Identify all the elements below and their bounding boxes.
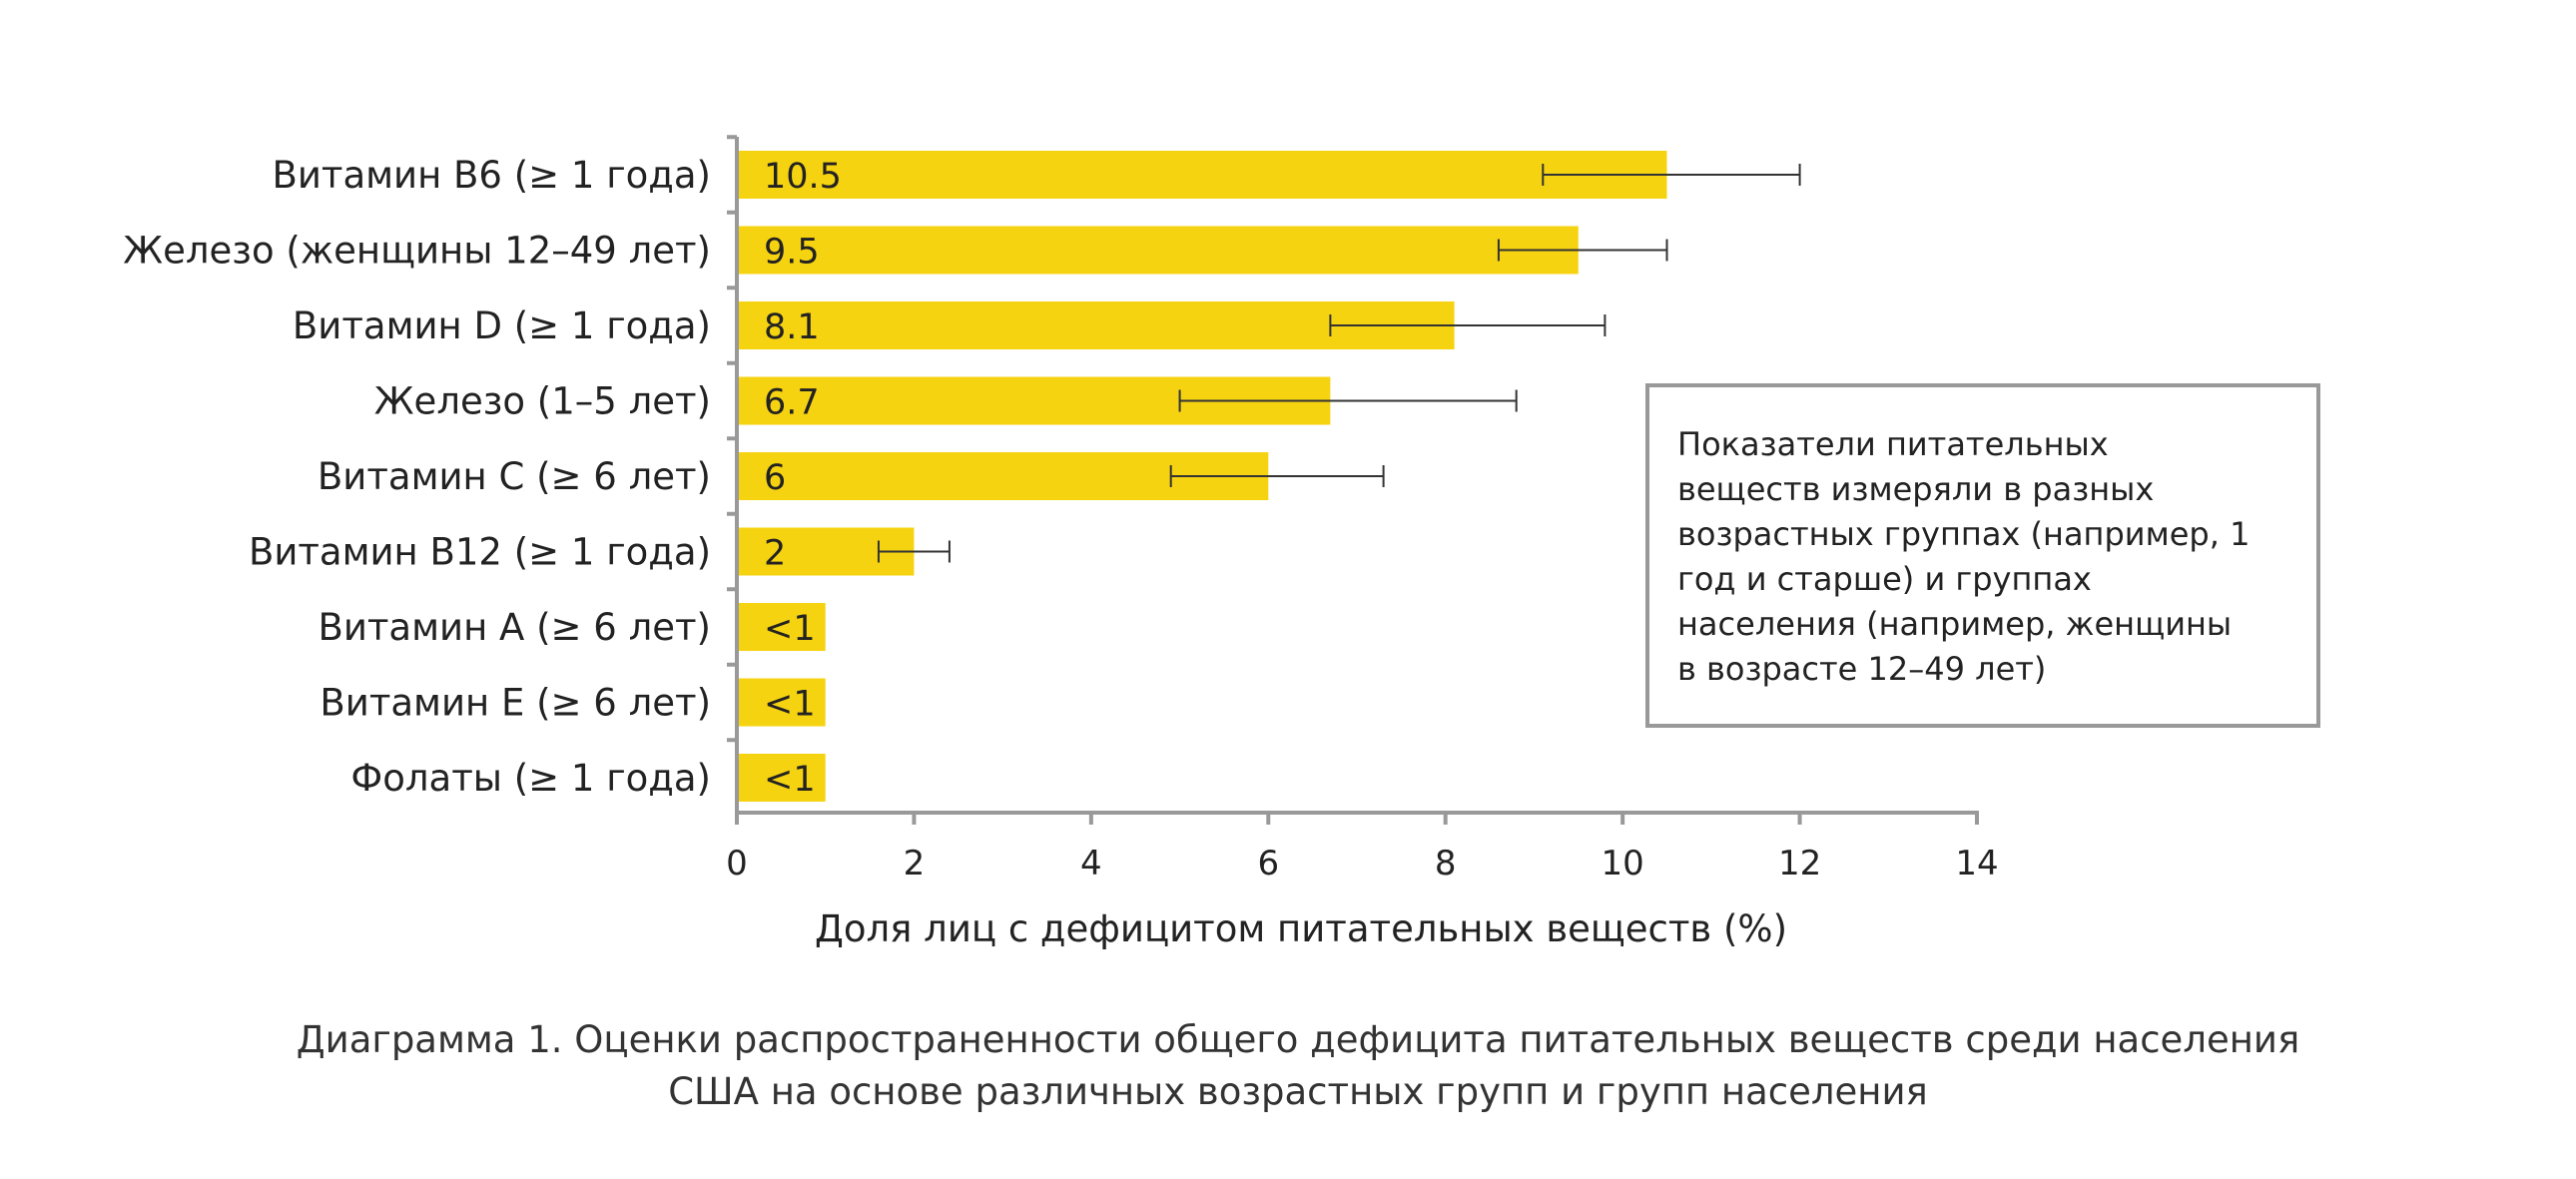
x-tick-label-4: 4 (1080, 844, 1102, 884)
value-labels-group: 10.5 9.5 8.1 6.7 6 2 <1 <1 <1 (764, 157, 842, 800)
category-label-8: Витамин E (≥ 6 лет) (320, 682, 711, 725)
note-line-3: возрастных группах (например, 1 (1677, 515, 2250, 553)
error-bar-5 (1169, 465, 1385, 487)
bar-8 (738, 678, 826, 727)
value-label-1: 10.5 (764, 157, 842, 197)
bar-7 (738, 603, 826, 651)
note-line-5: населения (например, женщины (1677, 605, 2232, 643)
category-label-4: Железо (1–5 лет) (374, 380, 711, 423)
value-label-6: 2 (764, 534, 786, 574)
error-bar-2 (1497, 239, 1668, 262)
error-bar-3 (1329, 314, 1607, 336)
bar-2 (738, 226, 1579, 275)
caption-line-1: Диаграмма 1. Оценки распространенности о… (297, 1018, 2299, 1061)
figure-caption: Диаграмма 1. Оценки распространенности о… (297, 1018, 2299, 1113)
bar-1 (738, 151, 1667, 199)
x-tick-label-2: 2 (904, 844, 926, 884)
value-label-9: <1 (764, 760, 816, 800)
note-line-6: в возрасте 12–49 лет) (1677, 650, 2046, 688)
x-tick-label-10: 10 (1602, 844, 1644, 884)
value-label-5: 6 (764, 458, 786, 498)
note-line-4: год и старше) и группах (1677, 560, 2092, 598)
note-line-2: веществ измеряли в разных (1677, 470, 2154, 508)
note-line-1: Показатели питательных (1677, 425, 2109, 463)
error-bar-1 (1542, 164, 1801, 186)
x-tick-label-0: 0 (726, 844, 748, 884)
x-tick-label-6: 6 (1257, 844, 1279, 884)
value-label-7: <1 (764, 609, 816, 649)
error-bars-group (877, 164, 1801, 563)
bars-group (738, 151, 1667, 802)
x-tick-label-14: 14 (1955, 844, 1998, 884)
category-labels-group: Витамин B6 (≥ 1 года) Железо (женщины 12–… (123, 154, 711, 800)
value-label-8: <1 (764, 685, 816, 725)
caption-line-2: США на основе различных возрастных групп… (668, 1070, 1928, 1113)
axes-group: 0 2 4 6 8 10 12 14 (726, 135, 1999, 884)
category-label-9: Фолаты (≥ 1 года) (350, 757, 711, 800)
category-label-2: Железо (женщины 12–49 лет) (123, 230, 711, 273)
value-label-3: 8.1 (764, 307, 820, 347)
category-label-6: Витамин B12 (≥ 1 года) (249, 531, 711, 574)
category-label-1: Витамин B6 (≥ 1 года) (272, 154, 711, 197)
x-axis-title: Доля лиц с дефицитом питательных веществ… (815, 907, 1787, 950)
x-tick-label-12: 12 (1778, 844, 1821, 884)
bar-9 (738, 754, 826, 802)
note-box: Показатели питательных веществ измеряли … (1645, 383, 2320, 728)
value-label-4: 6.7 (764, 383, 820, 423)
error-bar-6 (877, 540, 951, 563)
value-label-2: 9.5 (764, 233, 820, 273)
note-box-frame (1645, 383, 2320, 728)
category-label-3: Витамин D (≥ 1 года) (293, 304, 711, 347)
category-label-7: Витамин A (≥ 6 лет) (318, 606, 711, 649)
x-tick-label-8: 8 (1435, 844, 1457, 884)
error-bar-4 (1178, 389, 1518, 412)
category-label-5: Витамин C (≥ 6 лет) (318, 455, 711, 498)
